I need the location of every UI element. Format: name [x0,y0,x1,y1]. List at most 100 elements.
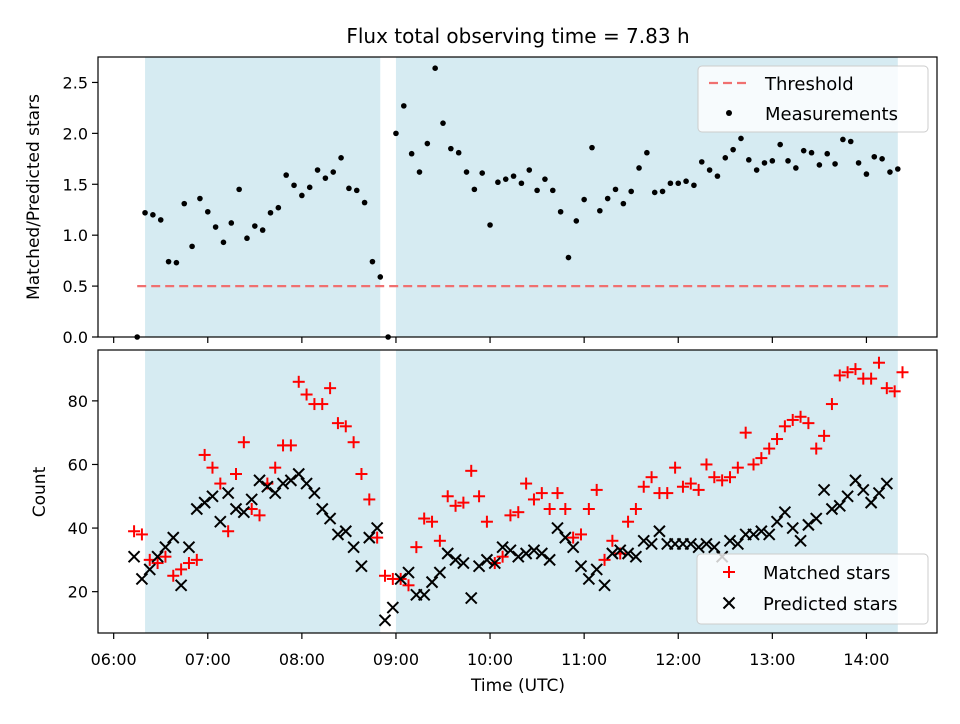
measurement-point [314,167,321,173]
matched-point [347,436,360,449]
bottom-y-axis-label: Count [30,466,50,517]
predicted-point [237,505,251,519]
predicted-point [825,502,839,516]
measurement-point [620,200,627,207]
matched-point [872,356,885,369]
matched-point [363,493,376,506]
top-y-tick-label: 0.0 [63,328,88,347]
observing-window-shade [145,57,381,337]
predicted-point [253,474,266,487]
measurement-point [738,135,744,142]
x-tick-label: 07:00 [185,650,231,669]
matched-point [888,385,901,398]
measurement-point [463,169,470,175]
predicted-point [245,493,258,506]
measurement-point [369,258,376,265]
measurement-point [526,167,533,173]
matched-point [810,442,823,455]
predicted-point [276,477,290,490]
matched-point [159,550,172,563]
predicted-point [316,502,329,516]
matched-point [849,363,862,376]
predicted-point [402,566,415,579]
predicted-point [857,483,870,497]
predicted-point [817,483,831,497]
matched-point [465,464,478,477]
matched-point [637,480,650,493]
bottom-legend-box [696,553,929,625]
predicted-point [606,547,619,560]
predicted-point [762,528,776,541]
top-y-axis-label: Matched/Predicted stars [24,94,44,300]
matched-point [230,468,243,481]
measurement-point [581,196,587,203]
predicted-point [551,521,564,535]
measurement-point [777,141,783,148]
matched-point [512,506,525,519]
measurement-point [377,274,384,280]
predicted-point [755,525,768,538]
measurement-point [698,159,705,165]
matched-point [684,477,697,490]
matched-point [880,382,893,395]
predicted-point [378,614,392,627]
matched-point [182,557,195,570]
bottom-panel: 20 40 60 80 06:00 07:00 08:00 09:00 10:00 11:00 1… [30,349,938,696]
predicted-point [810,512,823,525]
top-panel-frame [97,56,938,338]
matched-point [622,515,635,528]
top-y-tick-label: 2.0 [63,124,88,143]
predicted-point [167,531,180,544]
measurement-point [722,155,729,161]
matched-point [786,413,799,426]
measurement-point [173,259,180,266]
measurement-point [204,208,211,215]
measurement-point [471,186,478,193]
predicted-point [566,540,580,554]
matched-point [802,417,815,430]
measurement-point [597,207,603,214]
predicted-point [653,525,666,538]
measurement-point [871,153,878,160]
measurement-point [416,169,423,175]
predicted-point [425,575,439,589]
measurement-point [142,209,148,216]
legend-measurements-swatch [726,110,732,116]
measurement-point [330,169,337,175]
measurement-point [236,186,242,193]
predicted-point [496,540,509,554]
matched-point [629,502,642,515]
predicted-point [198,496,211,509]
legend-predicted-swatch [722,596,736,610]
matched-point [739,426,752,439]
measurement-point [706,167,713,173]
predicted-point [512,550,525,563]
matched-point [198,448,211,461]
measurement-point [338,155,344,161]
bottom-y-tick-label: 60 [68,455,88,474]
predicted-point [590,563,603,576]
legend-predicted-marker [722,596,736,610]
legend-matched-swatch [723,566,735,578]
predicted-point [802,518,815,532]
measurement-point [573,218,580,224]
predicted-point [292,467,305,481]
top-legend-box [697,65,929,133]
x-axis-label: Time (UTC) [470,676,565,696]
matched-point [402,579,415,592]
predicted-point [833,499,846,513]
measurement-point [769,158,776,164]
predicted-point [637,534,650,547]
matched-point [339,420,352,433]
predicted-point [621,547,635,560]
predicted-point [880,477,894,490]
predicted-point [692,540,705,554]
predicted-point [386,601,400,614]
matched-point [825,398,838,411]
matched-point [128,525,141,538]
measurement-point [432,65,438,71]
measurement-point [448,145,454,152]
matched-point [731,461,744,474]
measurement-point [502,176,509,182]
measurement-point [157,217,164,223]
